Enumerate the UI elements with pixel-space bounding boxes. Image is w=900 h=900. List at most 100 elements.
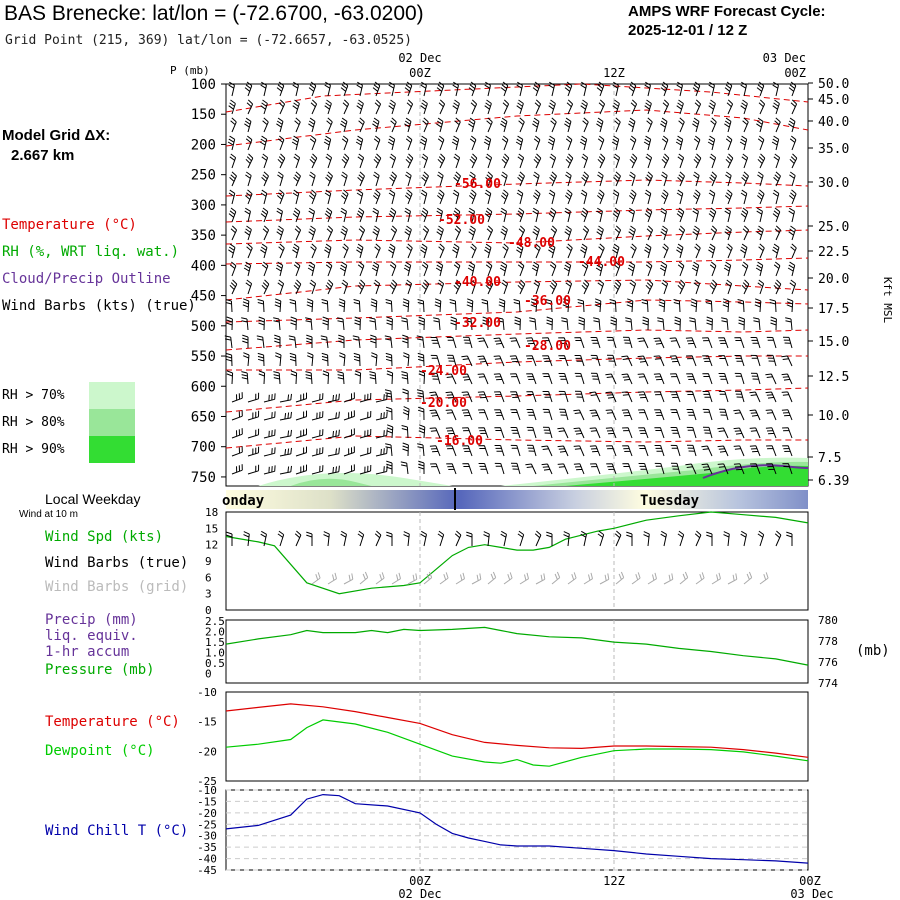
rh90-swatch	[89, 436, 135, 463]
wind-barb	[622, 336, 633, 349]
wind-barb	[535, 573, 546, 585]
legend-rh90: RH > 90%	[2, 442, 65, 457]
wind-barb	[691, 261, 700, 277]
legend-rh80: RH > 80%	[2, 415, 65, 430]
wind-barb	[533, 135, 541, 151]
wind-barb	[526, 426, 537, 439]
wind-barb	[749, 409, 761, 421]
wind-barb	[341, 279, 349, 295]
wind-barb	[549, 153, 557, 169]
wind-barb	[574, 355, 585, 367]
wind-barb	[773, 261, 781, 277]
wind-barb	[692, 225, 700, 241]
precip-accum-label: 1-hr accum	[45, 644, 130, 660]
wind-barb	[484, 189, 492, 205]
height-tick-label: 22.5	[818, 245, 849, 260]
wind-barb	[419, 135, 428, 151]
height-tick-label: 50.0	[818, 77, 849, 92]
wind-barb	[542, 337, 553, 349]
wind-barb	[725, 135, 733, 151]
wind-barb	[404, 207, 411, 223]
wind-barb	[741, 153, 749, 169]
temperature-contour-label: -32.00	[454, 316, 501, 331]
wind-barb	[789, 171, 796, 187]
wind-chill-line	[225, 793, 809, 864]
wind-barbs-grid-label: Wind Barbs (grid)	[45, 579, 189, 595]
wind-barb	[725, 153, 734, 169]
wind-barb	[406, 99, 414, 115]
weekday-monday: onday	[222, 493, 265, 509]
wind-barb	[693, 135, 701, 151]
wind-barb	[453, 279, 462, 295]
wind-barb	[293, 153, 301, 169]
wind-barb	[740, 189, 748, 205]
wind-barb	[565, 153, 574, 169]
wind-barb	[446, 354, 457, 367]
wind-barb	[669, 355, 681, 367]
wind-barb	[420, 81, 427, 97]
wind-barb	[756, 117, 764, 133]
wind-barb	[694, 243, 701, 259]
wind-barb	[565, 135, 573, 151]
wind-barb	[308, 189, 317, 205]
wind-barb	[340, 530, 347, 547]
wind-barb	[725, 279, 733, 295]
wind-barb	[358, 117, 365, 133]
wind-barb	[750, 354, 761, 367]
wind-barb	[327, 465, 340, 475]
bottom-time-label: 00Z	[799, 874, 821, 888]
wind-barb	[417, 299, 425, 313]
wind-barb	[453, 171, 461, 187]
wind-barb	[686, 373, 697, 385]
wind-barb	[403, 531, 410, 547]
wind-barb	[549, 171, 557, 187]
wind-barb	[228, 243, 236, 259]
wind-barb	[749, 427, 761, 439]
wind-barb	[423, 571, 433, 585]
wind-barb	[526, 409, 537, 421]
wind-barb	[245, 171, 252, 187]
wind-barb	[739, 135, 748, 151]
wind-at-10m-label: Wind at 10 m	[19, 509, 78, 520]
wind-barb	[374, 243, 381, 259]
wind-barb	[470, 99, 478, 115]
wind-barb	[421, 153, 429, 169]
wind-barb	[385, 443, 393, 457]
wind-barb	[478, 427, 489, 439]
wind-barb	[357, 279, 366, 295]
wind-barb	[462, 427, 473, 439]
wind-barb	[525, 337, 537, 349]
wind-barb	[487, 571, 497, 585]
wind-barb	[259, 135, 268, 151]
wind-barb	[229, 261, 237, 277]
wind-barb	[466, 298, 474, 313]
wind-barb	[385, 406, 393, 421]
wind-barb	[359, 410, 372, 421]
wind-barb	[430, 372, 441, 385]
wind-barb	[356, 243, 364, 259]
wind-barb	[750, 463, 761, 475]
height-tick-label: 7.5	[818, 451, 841, 466]
wind-barb	[327, 429, 340, 439]
wind-barb	[689, 317, 697, 331]
wind-barb	[435, 261, 444, 277]
wind-barb	[228, 99, 236, 115]
wind-barb	[596, 81, 605, 97]
wind-barb	[469, 135, 477, 151]
wind-barb	[580, 99, 588, 115]
wind-barb	[772, 189, 780, 205]
wind-barb	[307, 261, 316, 277]
wind-barb	[436, 207, 443, 223]
wind-barb	[243, 352, 250, 367]
wind-barb	[557, 463, 569, 475]
wind-barb	[593, 317, 601, 331]
wind-barb	[445, 373, 457, 385]
wind-barb	[564, 189, 573, 205]
pressure-ytick-label: 780	[818, 614, 838, 627]
rh80-area	[290, 478, 372, 486]
wind-barb	[661, 153, 670, 169]
wind-barb	[388, 243, 396, 259]
wind-barb	[532, 225, 540, 241]
wind-barb	[645, 279, 654, 295]
wind-barb	[596, 117, 604, 133]
